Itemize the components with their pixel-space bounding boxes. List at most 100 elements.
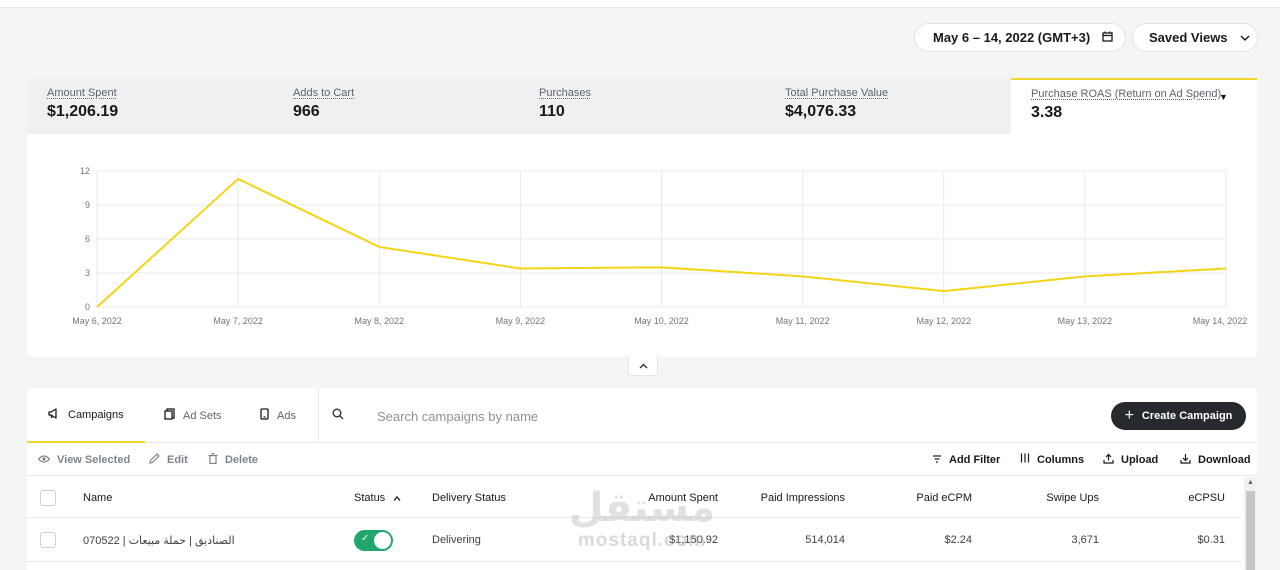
tool-label: Download <box>1198 453 1251 466</box>
tool-label: View Selected <box>57 453 131 466</box>
column-header-name[interactable]: Name <box>83 491 113 504</box>
metrics-card: Amount Spent $1,206.19 Adds to Cart 966 … <box>27 78 1257 357</box>
table-header: Name Status Delivery Status Amount Spent… <box>27 477 1242 518</box>
caret-down-icon[interactable]: ▼ <box>1219 92 1228 102</box>
plus-icon: + <box>1124 407 1134 424</box>
metric-value: $4,076.33 <box>785 103 857 120</box>
collapse-chart-button[interactable] <box>628 356 658 376</box>
metric-value: 3.38 <box>1031 104 1063 121</box>
search-icon <box>332 408 344 423</box>
copy-icon <box>164 408 175 423</box>
y-tick-label: 0 <box>85 302 90 312</box>
metric-label: Purchases <box>539 87 591 99</box>
metric-purchase-roas[interactable]: Purchase ROAS (Return on Ad Spend) ▼ 3.3… <box>1011 78 1257 134</box>
tool-label: Columns <box>1037 453 1085 466</box>
scrollbar-thumb[interactable] <box>1246 491 1255 570</box>
swipe-ups: 3,671 <box>1071 534 1099 546</box>
row-checkbox[interactable] <box>40 518 56 562</box>
phone-icon <box>260 408 269 423</box>
column-header-label: Status <box>354 491 386 504</box>
filter-icon <box>932 454 942 466</box>
pencil-icon <box>149 452 160 467</box>
search-input[interactable] <box>377 404 897 428</box>
add-filter-button[interactable]: Add Filter <box>932 443 1000 476</box>
view-selected-button[interactable]: View Selected <box>37 443 131 476</box>
amount-spent: $1,150.92 <box>669 534 718 546</box>
x-tick-label: May 7, 2022 <box>213 316 263 326</box>
tool-label: Add Filter <box>949 453 1001 466</box>
column-header-paid-ecpm[interactable]: Paid eCPM <box>916 491 972 504</box>
columns-button[interactable]: Columns <box>1020 443 1084 476</box>
metric-value: $1,206.19 <box>47 103 119 120</box>
x-tick-label: May 11, 2022 <box>776 316 830 326</box>
x-tick-label: May 14, 2022 <box>1193 316 1248 326</box>
trash-icon <box>208 452 218 467</box>
columns-icon <box>1020 453 1030 466</box>
metric-value: 966 <box>293 103 320 120</box>
status-toggle[interactable]: ✓ <box>354 518 393 562</box>
tab-label: Ad Sets <box>183 409 222 422</box>
paid-impressions: 514,014 <box>805 534 845 546</box>
column-header-paid-impressions[interactable]: Paid Impressions <box>760 491 845 504</box>
date-range-label: May 6 – 14, 2022 (GMT+3) <box>933 30 1091 45</box>
tab-ads[interactable]: Ads <box>260 388 296 443</box>
select-all-checkbox[interactable] <box>40 477 56 518</box>
campaign-name[interactable]: 070522 | الصناديق | حملة مبيعات <box>83 534 235 547</box>
saved-views-label: Saved Views <box>1149 30 1228 45</box>
y-tick-label: 6 <box>85 234 90 244</box>
chart-svg: 0 3 6 9 12 May 6, 2022 May 7, 2022 May 8, 2022 M… <box>72 166 1248 326</box>
upload-button[interactable]: Upload <box>1103 443 1158 476</box>
check-icon: ✓ <box>361 532 370 544</box>
x-tick-label: May 9, 2022 <box>496 316 546 326</box>
roas-line-chart: 0 3 6 9 12 May 6, 2022 May 7, 2022 May 8, 2022 M… <box>27 134 1257 357</box>
download-icon <box>1180 453 1191 467</box>
tab-divider <box>318 388 319 443</box>
metrics-strip: Amount Spent $1,206.19 Adds to Cart 966 … <box>27 78 1257 134</box>
download-button[interactable]: Download <box>1180 443 1251 476</box>
metric-label: Adds to Cart <box>293 87 355 99</box>
date-range-picker[interactable]: May 6 – 14, 2022 (GMT+3) <box>914 23 1126 52</box>
create-campaign-button[interactable]: + Create Campaign <box>1111 402 1246 430</box>
scroll-up-icon[interactable]: ▲ <box>1247 479 1254 486</box>
edit-button[interactable]: Edit <box>149 443 188 476</box>
column-header-status[interactable]: Status <box>354 477 401 518</box>
create-campaign-label: Create Campaign <box>1141 410 1233 422</box>
calendar-icon <box>1102 30 1113 45</box>
metric-value: 110 <box>539 103 565 120</box>
metric-total-purchase-value[interactable]: Total Purchase Value $4,076.33 <box>765 78 1011 134</box>
table-row[interactable]: 070522 | الصناديق | حملة مبيعات ✓ Delive… <box>27 518 1242 562</box>
column-header-delivery-status[interactable]: Delivery Status <box>432 491 506 504</box>
vertical-scrollbar[interactable]: ▲ <box>1244 477 1257 570</box>
tab-bar: Campaigns Ad Sets Ads + Create Campaign <box>27 388 1257 443</box>
tool-label: Delete <box>225 453 259 466</box>
metric-purchases[interactable]: Purchases 110 <box>519 78 765 134</box>
metric-adds-to-cart[interactable]: Adds to Cart 966 <box>273 78 519 134</box>
top-bar <box>0 0 1280 8</box>
x-tick-label: May 6, 2022 <box>72 316 122 326</box>
tool-label: Edit <box>167 453 188 466</box>
column-header-ecpsu[interactable]: eCPSU <box>1188 491 1225 504</box>
sort-ascending-icon <box>393 492 401 504</box>
column-header-swipe-ups[interactable]: Swipe Ups <box>1046 491 1099 504</box>
delete-button[interactable]: Delete <box>208 443 258 476</box>
table-toolbar: View Selected Edit Delete Add Filter Col… <box>27 443 1257 476</box>
metric-label: Total Purchase Value <box>785 87 889 99</box>
x-tick-label: May 10, 2022 <box>634 316 689 326</box>
saved-views-dropdown[interactable]: Saved Views <box>1132 23 1258 52</box>
x-tick-label: May 12, 2022 <box>916 316 971 326</box>
tab-ad-sets[interactable]: Ad Sets <box>164 388 222 443</box>
tool-label: Upload <box>1121 453 1159 466</box>
tab-label: Campaigns <box>68 408 124 421</box>
y-tick-label: 12 <box>80 166 90 176</box>
campaigns-panel: Campaigns Ad Sets Ads + Create Campaign <box>27 388 1257 570</box>
chevron-down-icon <box>1240 30 1250 45</box>
column-header-amount-spent[interactable]: Amount Spent <box>648 491 718 504</box>
upload-icon <box>1103 453 1114 467</box>
megaphone-icon <box>48 407 60 422</box>
ecpsu: $0.31 <box>1197 534 1225 546</box>
eye-icon <box>37 454 51 466</box>
tab-campaigns[interactable]: Campaigns <box>27 388 145 443</box>
delivery-status: Delivering <box>432 534 481 546</box>
x-tick-label: May 8, 2022 <box>354 316 404 326</box>
metric-amount-spent[interactable]: Amount Spent $1,206.19 <box>27 78 273 134</box>
